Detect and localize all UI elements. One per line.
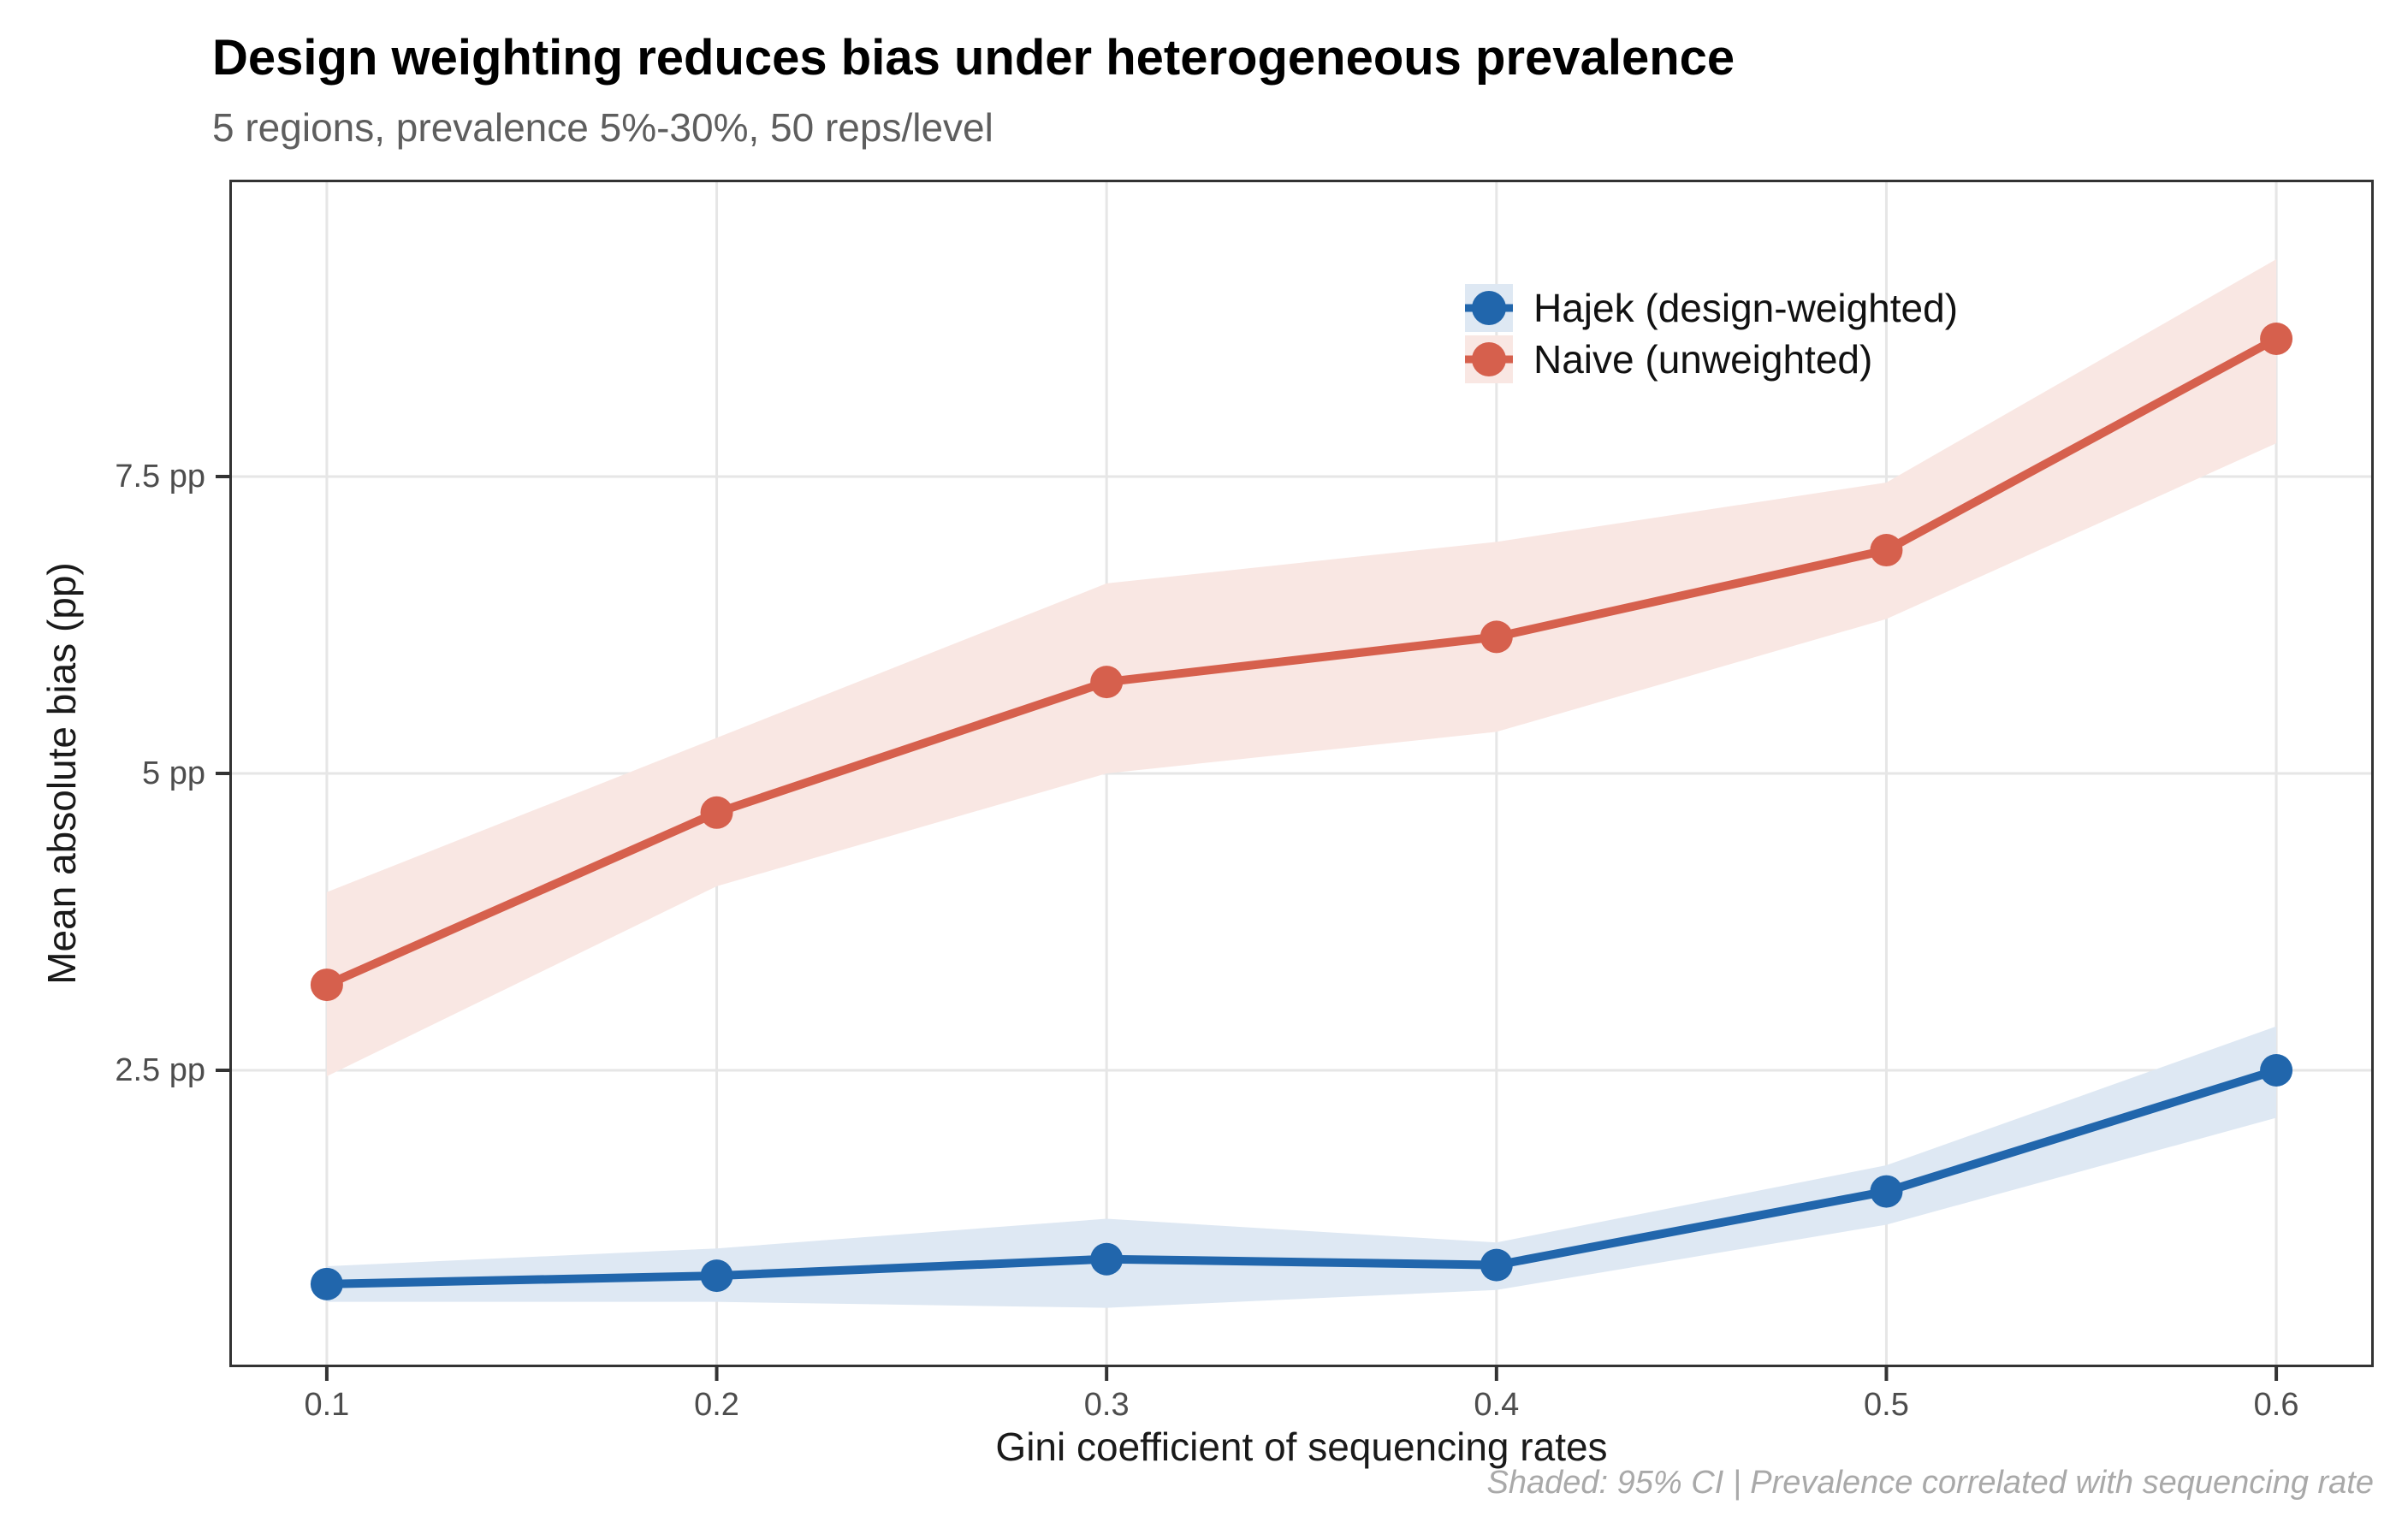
point-series-1 [310,968,343,1002]
legend-key-icon [1465,335,1513,383]
point-series-0 [310,1267,343,1300]
point-series-1 [1870,534,1903,567]
point-series-1 [700,796,733,829]
legend-label: Hajek (design-weighted) [1533,286,1959,330]
point-series-1 [1090,666,1124,699]
point-series-1 [1480,620,1513,654]
point-series-0 [2260,1054,2293,1087]
line-series-0 [322,1066,2281,1288]
x-tick-label: 0.6 [2253,1387,2299,1423]
ci-ribbon-series-0 [326,1026,2277,1308]
ci-ribbon-series-1 [326,258,2277,1076]
line-series-1 [322,334,2281,990]
x-tick-label: 0.4 [1474,1387,1520,1423]
caption: Shaded: 95% CI | Prevalence correlated w… [1486,1465,2374,1501]
y-tick-label: 5 pp [142,755,205,791]
x-axis-title: Gini coefficient of sequencing rates [995,1424,1608,1469]
legend: Hajek (design-weighted) Naive (unweighted… [1465,282,1958,385]
x-tick-label: 0.2 [694,1387,739,1423]
y-tick-label: 2.5 pp [115,1052,205,1088]
chart-subtitle: 5 regions, prevalence 5%-30%, 50 reps/le… [212,105,993,150]
panel-border [229,180,2374,1367]
plot-panel [216,180,2374,1381]
chart-title: Design weighting reduces bias under hete… [212,30,1735,86]
x-tick-label: 0.5 [1864,1387,1909,1423]
x-tick-label: 0.3 [1083,1387,1130,1423]
point-series-0 [700,1259,733,1293]
x-tick-label: 0.1 [304,1387,350,1423]
point-series-0 [1090,1242,1124,1276]
legend-item: Naive (unweighted) [1465,334,1958,385]
legend-item: Hajek (design-weighted) [1465,282,1958,334]
legend-key-icon [1465,284,1513,332]
point-series-0 [1870,1175,1903,1208]
point-series-0 [1480,1248,1513,1282]
y-tick-label: 7.5 pp [115,459,205,495]
legend-label: Naive (unweighted) [1533,337,1873,382]
point-series-1 [2260,322,2293,355]
